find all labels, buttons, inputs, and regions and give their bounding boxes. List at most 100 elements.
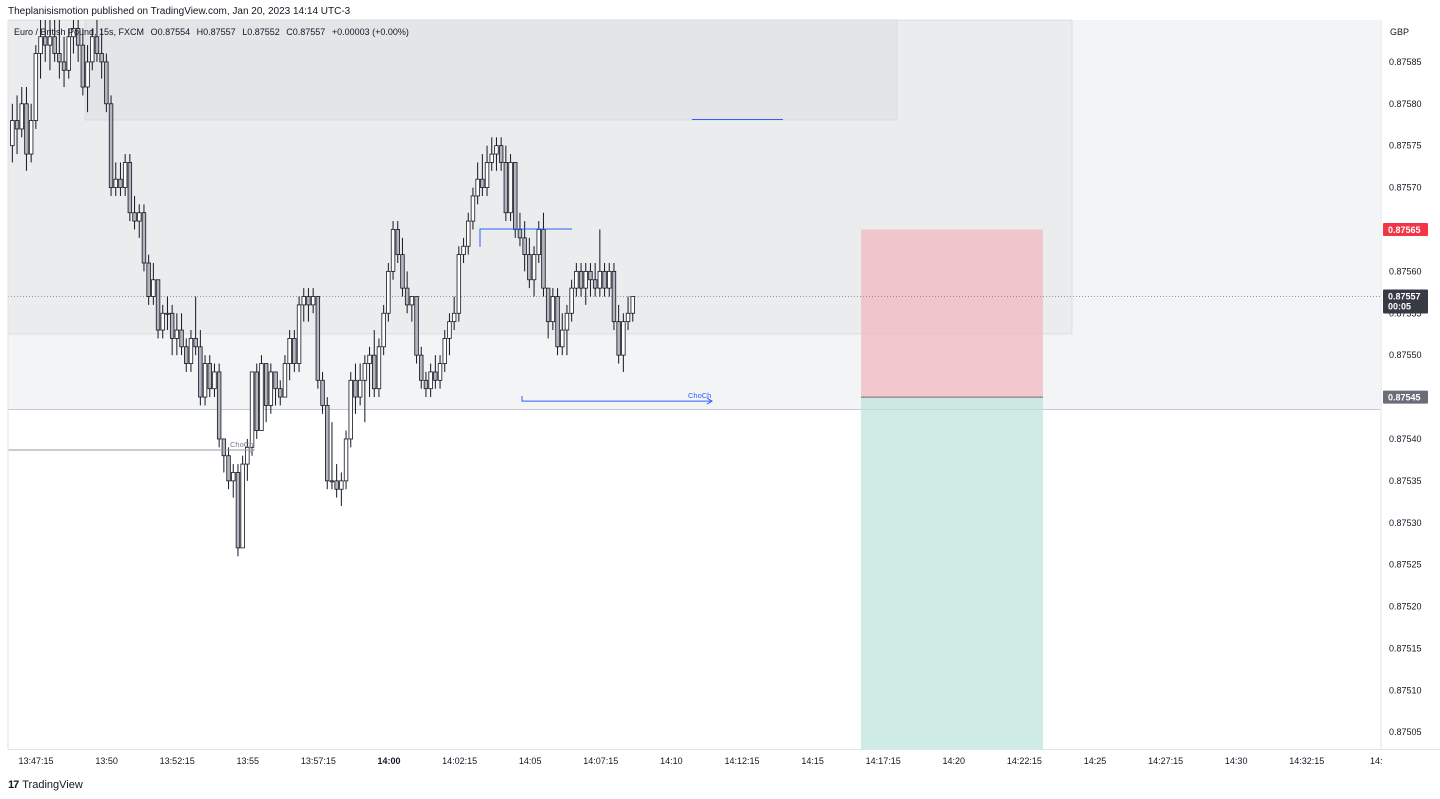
- candle: [442, 330, 447, 372]
- candle: [90, 28, 95, 71]
- x-tick-label: 14:22:15: [1007, 756, 1042, 766]
- candle: [301, 288, 306, 322]
- candle-body: [390, 229, 396, 272]
- candle: [47, 20, 53, 71]
- candle: [409, 296, 415, 322]
- candle-body: [43, 36, 48, 46]
- price-label-box: [1383, 222, 1428, 236]
- candle-body: [146, 262, 151, 297]
- candle-body: [193, 338, 198, 348]
- candle-body: [282, 363, 288, 398]
- candle-body: [108, 103, 114, 188]
- x-tick-label: 14:05: [519, 756, 542, 766]
- symbol-name[interactable]: Euro / British Pound, 15s, FXCM: [14, 27, 145, 37]
- candle: [249, 371, 255, 456]
- candle: [80, 28, 86, 96]
- candle: [43, 20, 48, 62]
- candle-body: [315, 296, 321, 381]
- candle-body: [433, 371, 438, 381]
- candle-body: [99, 53, 104, 63]
- candle-body: [386, 270, 391, 314]
- candle-body: [80, 44, 86, 88]
- candle-body: [113, 178, 118, 188]
- candle-body: [24, 103, 29, 155]
- candle-body: [498, 145, 504, 163]
- candle: [325, 397, 330, 490]
- candle-body: [461, 245, 466, 256]
- candle: [400, 237, 405, 297]
- candle-body: [545, 287, 551, 323]
- candle: [475, 162, 480, 205]
- x-tick-label: 14:00: [377, 756, 400, 766]
- candle: [33, 45, 39, 129]
- candle: [104, 53, 109, 113]
- candle-body: [61, 61, 67, 71]
- candle: [240, 455, 245, 549]
- candle-body: [306, 296, 311, 306]
- candle: [428, 363, 433, 398]
- swing-high-line: [479, 228, 572, 247]
- choch-arrow: [706, 397, 713, 405]
- candle-body: [508, 162, 513, 214]
- candle-body: [155, 279, 161, 331]
- candle-body: [616, 321, 621, 356]
- tradingview-brand: TradingView: [22, 779, 83, 791]
- choch-label: ChoCh: [230, 440, 253, 449]
- candle: [404, 271, 410, 314]
- candle-body: [574, 270, 579, 289]
- candle-body: [221, 438, 227, 457]
- candle-body: [47, 36, 53, 46]
- chart-zones: [7, 19, 1380, 749]
- candle: [179, 313, 184, 356]
- candle-body: [334, 480, 339, 490]
- candle: [569, 279, 574, 322]
- x-tick-label: 13:50: [95, 756, 118, 766]
- candle-body: [231, 472, 236, 482]
- x-tick-label: 14:25: [1084, 756, 1107, 766]
- candle-body: [353, 379, 358, 398]
- take-profit-zone: [861, 397, 1043, 749]
- y-tick-label: 0.87580: [1389, 99, 1422, 109]
- candle-body: [451, 312, 457, 323]
- candle-body: [137, 212, 142, 222]
- candle-body: [292, 338, 297, 364]
- candle: [498, 137, 504, 171]
- choch-line: [521, 396, 711, 402]
- candle-body: [14, 120, 20, 130]
- candle: [127, 154, 133, 222]
- candle-body: [560, 329, 565, 348]
- y-tick-label: 0.87515: [1389, 643, 1422, 653]
- x-tick-label: 13:47:15: [18, 756, 53, 766]
- candle-body: [240, 463, 245, 549]
- tradingview-logo[interactable]: 17 TradingView: [8, 779, 83, 791]
- candle-body: [466, 220, 471, 247]
- candle-body: [174, 329, 180, 339]
- candle: [263, 363, 269, 423]
- x-tick-label: 14:02:15: [442, 756, 477, 766]
- candle: [151, 263, 156, 305]
- candle: [85, 45, 90, 113]
- candle: [602, 263, 607, 297]
- candle: [160, 304, 165, 339]
- candle: [75, 20, 81, 62]
- candle: [292, 330, 297, 372]
- candle: [574, 263, 579, 297]
- candle-body: [494, 145, 499, 155]
- candle-body: [531, 254, 537, 281]
- chart-axes: GBP 0.87585 0.87580 0.87575 0.87570 0.87565 0.…: [7, 20, 1440, 766]
- candle: [254, 363, 259, 439]
- y-tick-label: 0.87550: [1389, 350, 1422, 360]
- candlestick-series: [10, 20, 635, 557]
- y-tick-label: 0.87560: [1389, 266, 1422, 276]
- candle-body: [630, 296, 635, 314]
- candle-body: [104, 61, 109, 105]
- x-tick-label: 14:10: [660, 756, 683, 766]
- candle: [489, 137, 494, 171]
- candle-body: [611, 270, 617, 323]
- candle-body: [235, 472, 241, 549]
- candle-body: [527, 254, 532, 281]
- candle-body: [188, 338, 194, 364]
- price-label: 0.87565: [1388, 225, 1421, 235]
- candle-body: [588, 270, 593, 281]
